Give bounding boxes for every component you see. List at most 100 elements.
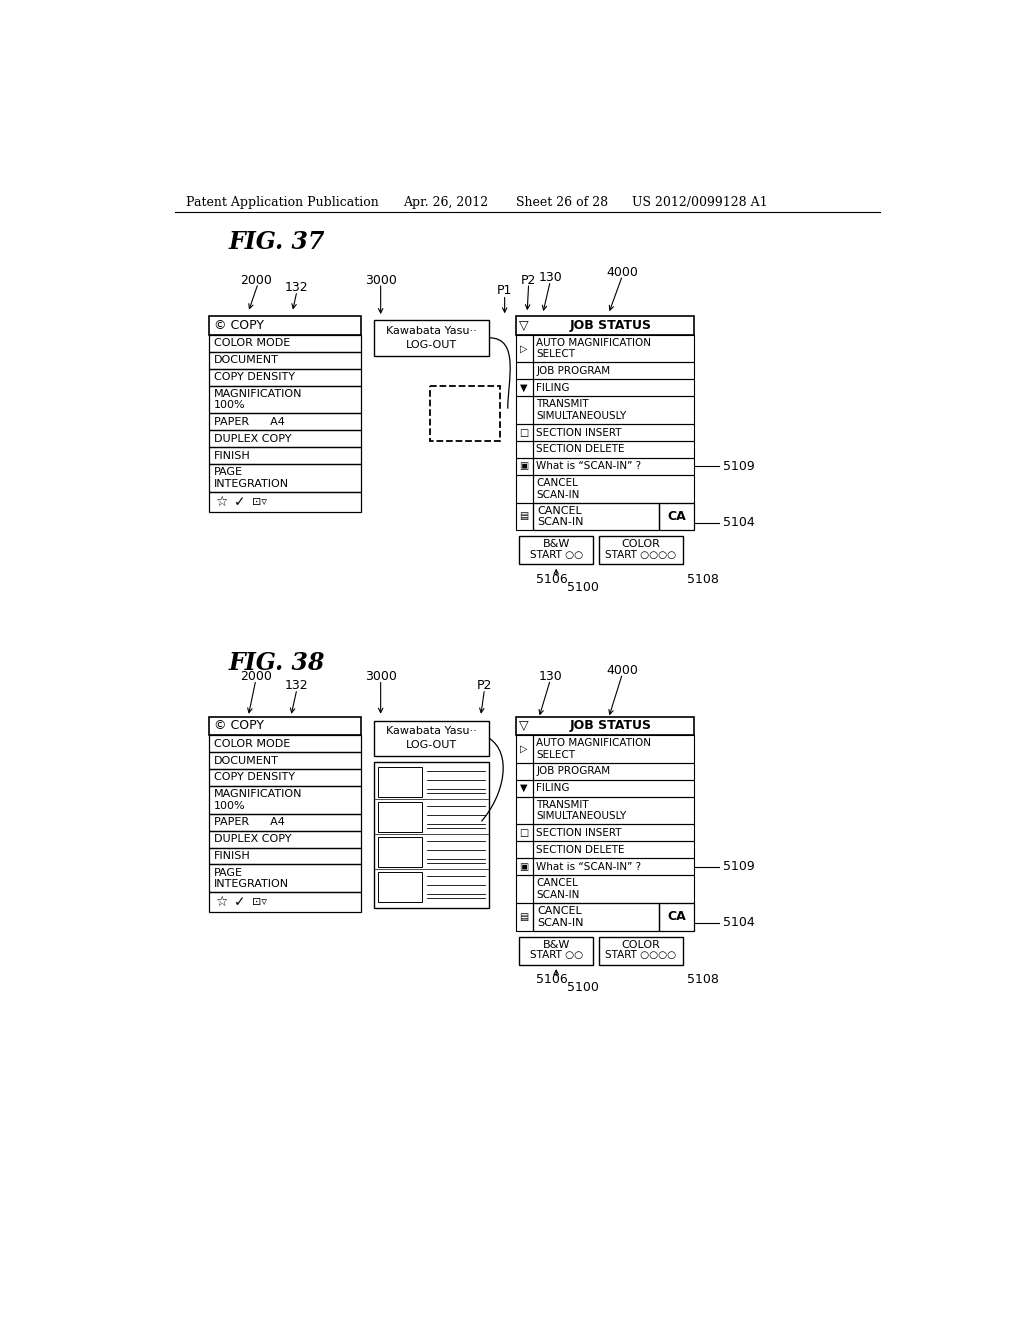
Text: ▤: ▤ bbox=[519, 912, 528, 921]
Text: START ○○: START ○○ bbox=[529, 550, 583, 560]
Text: 2000: 2000 bbox=[240, 273, 271, 286]
Bar bbox=[515, 458, 532, 475]
Bar bbox=[375, 321, 489, 355]
Text: JOB STATUS: JOB STATUS bbox=[569, 319, 652, 333]
Bar bbox=[515, 858, 532, 875]
Text: What is “SCAN-IN” ?: What is “SCAN-IN” ? bbox=[537, 462, 642, 471]
Bar bbox=[515, 475, 532, 503]
Text: Kawabata Yasu··: Kawabata Yasu·· bbox=[386, 726, 477, 737]
Text: 5104: 5104 bbox=[723, 516, 755, 529]
Text: START ○○: START ○○ bbox=[529, 950, 583, 961]
Bar bbox=[209, 385, 360, 413]
Text: 3000: 3000 bbox=[365, 671, 396, 684]
Bar bbox=[209, 430, 360, 447]
Bar bbox=[532, 858, 693, 875]
Bar bbox=[209, 317, 360, 335]
Bar bbox=[658, 903, 693, 931]
Text: P2: P2 bbox=[521, 273, 537, 286]
Bar bbox=[209, 413, 360, 430]
Bar bbox=[515, 503, 532, 531]
Text: LOG-OUT: LOG-OUT bbox=[407, 741, 458, 750]
Text: 5108: 5108 bbox=[687, 973, 719, 986]
Text: 5106: 5106 bbox=[537, 573, 568, 586]
Text: 130: 130 bbox=[539, 271, 562, 284]
Bar bbox=[209, 847, 360, 865]
Bar bbox=[378, 837, 422, 867]
Bar bbox=[532, 458, 693, 475]
Bar bbox=[532, 379, 693, 396]
Text: CANCEL
SCAN-IN: CANCEL SCAN-IN bbox=[538, 906, 584, 928]
Bar bbox=[532, 424, 693, 441]
Text: 5100: 5100 bbox=[567, 581, 599, 594]
Text: SECTION INSERT: SECTION INSERT bbox=[537, 828, 622, 838]
Bar bbox=[515, 875, 532, 903]
Text: ▷: ▷ bbox=[520, 343, 527, 354]
Bar bbox=[532, 735, 693, 763]
Text: Sheet 26 of 28: Sheet 26 of 28 bbox=[515, 195, 607, 209]
Bar bbox=[209, 735, 360, 752]
Bar bbox=[209, 770, 360, 785]
Text: COLOR: COLOR bbox=[622, 940, 660, 949]
Bar bbox=[209, 830, 360, 847]
Bar bbox=[532, 763, 693, 780]
Text: PAGE
INTEGRATION: PAGE INTEGRATION bbox=[214, 867, 289, 890]
Bar bbox=[515, 903, 532, 931]
Text: AUTO MAGNIFICATION
SELECT: AUTO MAGNIFICATION SELECT bbox=[537, 738, 651, 760]
Bar bbox=[599, 937, 683, 965]
Text: ▣: ▣ bbox=[519, 462, 528, 471]
Bar bbox=[532, 875, 693, 903]
Bar bbox=[515, 363, 532, 379]
Text: START ○○○○: START ○○○○ bbox=[605, 950, 677, 961]
Text: 2000: 2000 bbox=[240, 671, 271, 684]
Text: CA: CA bbox=[667, 911, 686, 924]
Text: FILING: FILING bbox=[537, 783, 570, 793]
Text: ✓: ✓ bbox=[234, 495, 246, 508]
Text: ▽: ▽ bbox=[518, 719, 528, 733]
Bar bbox=[378, 767, 422, 797]
Text: ▤: ▤ bbox=[519, 511, 528, 521]
Bar bbox=[515, 317, 693, 335]
Bar bbox=[378, 871, 422, 903]
Text: 5100: 5100 bbox=[567, 981, 599, 994]
Text: ▷: ▷ bbox=[520, 744, 527, 754]
Text: □: □ bbox=[519, 828, 528, 838]
Bar bbox=[515, 735, 532, 763]
Bar bbox=[515, 825, 532, 841]
Text: CANCEL
SCAN-IN: CANCEL SCAN-IN bbox=[538, 506, 584, 527]
Text: 3000: 3000 bbox=[365, 273, 396, 286]
Text: AUTO MAGNIFICATION
SELECT: AUTO MAGNIFICATION SELECT bbox=[537, 338, 651, 359]
Text: ☆: ☆ bbox=[216, 895, 228, 909]
Text: JOB PROGRAM: JOB PROGRAM bbox=[537, 767, 610, 776]
Text: □: □ bbox=[519, 428, 528, 437]
Text: DOCUMENT: DOCUMENT bbox=[214, 355, 279, 366]
Text: FINISH: FINISH bbox=[214, 450, 251, 461]
Text: TRANSMIT
SIMULTANEOUSLY: TRANSMIT SIMULTANEOUSLY bbox=[537, 800, 627, 821]
Bar bbox=[209, 813, 360, 830]
Bar bbox=[209, 447, 360, 465]
Bar bbox=[209, 717, 360, 735]
Text: FILING: FILING bbox=[537, 383, 570, 393]
Bar bbox=[515, 763, 532, 780]
Text: COLOR MODE: COLOR MODE bbox=[214, 338, 290, 348]
Text: ⊡▿: ⊡▿ bbox=[252, 898, 267, 907]
Bar bbox=[430, 385, 500, 441]
Bar bbox=[515, 379, 532, 396]
Text: 4000: 4000 bbox=[606, 265, 638, 279]
Bar bbox=[515, 424, 532, 441]
Bar bbox=[658, 503, 693, 531]
Bar bbox=[375, 721, 489, 756]
Text: SECTION DELETE: SECTION DELETE bbox=[537, 445, 625, 454]
Text: US 2012/0099128 A1: US 2012/0099128 A1 bbox=[632, 195, 767, 209]
Text: CANCEL
SCAN-IN: CANCEL SCAN-IN bbox=[537, 478, 580, 499]
Text: MAGNIFICATION
100%: MAGNIFICATION 100% bbox=[214, 388, 302, 411]
Text: LOG-OUT: LOG-OUT bbox=[407, 339, 458, 350]
Bar bbox=[532, 335, 693, 363]
Bar bbox=[515, 396, 532, 424]
Bar bbox=[532, 903, 658, 931]
Bar bbox=[375, 762, 489, 908]
Bar bbox=[599, 536, 683, 564]
Bar bbox=[532, 396, 693, 424]
Text: DUPLEX COPY: DUPLEX COPY bbox=[214, 434, 292, 444]
Text: CA: CA bbox=[667, 510, 686, 523]
Text: COPY DENSITY: COPY DENSITY bbox=[214, 772, 295, 783]
